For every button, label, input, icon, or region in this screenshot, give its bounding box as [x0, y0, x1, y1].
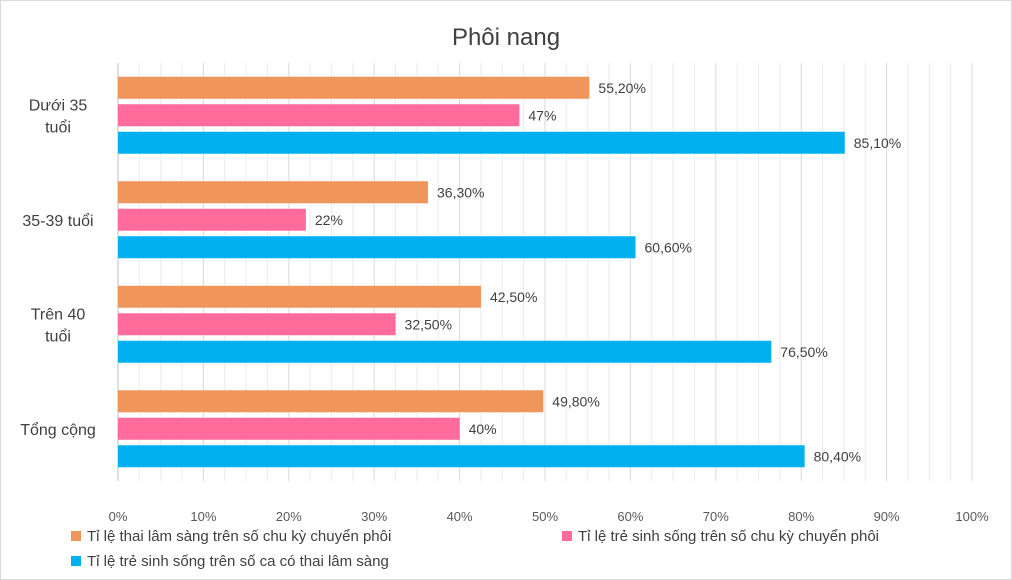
data-label: 22%: [315, 212, 343, 228]
bar: [118, 313, 396, 336]
legend-entry: Tỉ lệ trẻ sinh sống trên số ca có thai l…: [87, 553, 389, 570]
data-label: 80,40%: [814, 448, 861, 464]
data-label: 60,60%: [645, 239, 692, 255]
bar: [118, 76, 590, 99]
x-tick-label: 80%: [788, 509, 814, 524]
bar: [118, 236, 636, 259]
category-label: 35-39 tuổi: [22, 212, 93, 230]
legend-swatch: [71, 556, 81, 566]
x-tick-label: 0%: [109, 509, 128, 524]
x-tick-label: 10%: [190, 509, 216, 524]
data-labels: 55,20% 47% 85,10% 36,30% 22% 60,60% 42,50% 32,5…: [315, 80, 901, 465]
data-label: 42,50%: [490, 289, 537, 305]
category-labels: Dưới 35 tuổi 35-39 tuổi Trên 40 tuổi Tổng cộn…: [20, 97, 96, 439]
legend-swatch: [562, 531, 572, 541]
category-label-line: tuổi: [45, 118, 71, 136]
category-label-line: Dưới 35: [29, 97, 88, 114]
bars: [118, 76, 845, 468]
x-tick-label: 60%: [617, 509, 643, 524]
data-label: 85,10%: [854, 135, 901, 151]
bar: [118, 208, 306, 231]
data-label: 49,80%: [552, 393, 599, 409]
legend-swatch: [71, 531, 81, 541]
data-label: 40%: [469, 421, 497, 437]
chart-title: Phôi nang: [452, 24, 560, 51]
bar: [118, 285, 481, 308]
bar: [118, 131, 845, 154]
x-tick-label: 40%: [447, 509, 473, 524]
data-label: 47%: [528, 107, 556, 123]
data-label: 55,20%: [598, 80, 645, 96]
category-label: Dưới 35 tuổi: [29, 97, 88, 136]
bar: [118, 417, 460, 440]
category-label-line: tuổi: [45, 327, 71, 345]
x-tick-label: 90%: [874, 509, 900, 524]
category-label-line: 35-39 tuổi: [22, 212, 93, 230]
legend: Tỉ lệ thai lâm sàng trên số chu kỳ chuyể…: [71, 528, 879, 570]
bar: [118, 390, 544, 413]
x-tick-label: 100%: [955, 509, 989, 524]
legend-entry: Tỉ lệ trẻ sinh sống trên số chu kỳ chuyể…: [578, 528, 879, 545]
bar: [118, 181, 429, 204]
x-tick-label: 50%: [532, 509, 558, 524]
category-label: Tổng cộng: [20, 421, 96, 439]
x-tick-label: 30%: [361, 509, 387, 524]
bar: [118, 104, 520, 127]
category-label-line: Tổng cộng: [20, 421, 96, 439]
data-label: 36,30%: [437, 184, 484, 200]
x-axis-ticks: 0% 10% 20% 30% 40% 50% 60% 70% 80% 90% 100%: [109, 509, 989, 524]
category-label-line: Trên 40: [31, 306, 86, 323]
legend-entry: Tỉ lệ thai lâm sàng trên số chu kỳ chuyể…: [87, 528, 391, 545]
category-label: Trên 40 tuổi: [31, 306, 86, 345]
x-tick-label: 20%: [276, 509, 302, 524]
x-tick-label: 70%: [703, 509, 729, 524]
bar: [118, 445, 805, 468]
bar: [118, 340, 772, 363]
data-label: 32,50%: [405, 316, 452, 332]
data-label: 76,50%: [780, 344, 827, 360]
